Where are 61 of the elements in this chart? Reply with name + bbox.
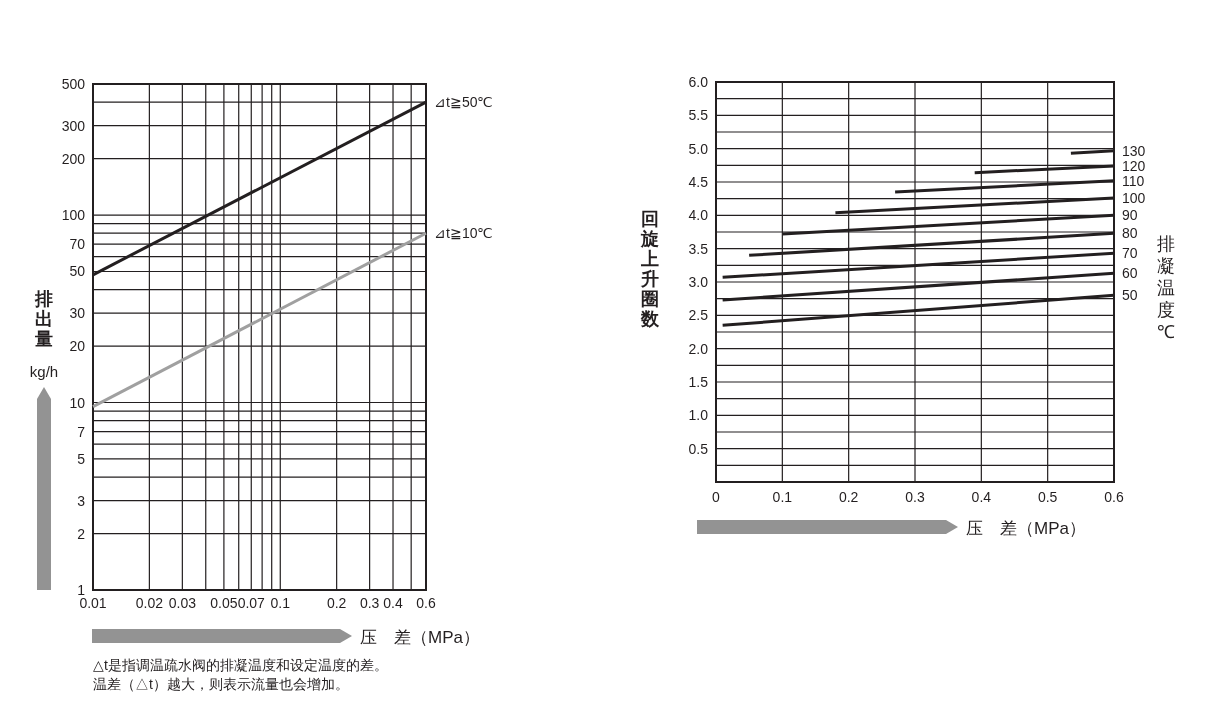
y-tick-label: 10 bbox=[69, 394, 86, 411]
y-tick-label: 5 bbox=[77, 450, 86, 467]
series-label: 130 bbox=[1122, 142, 1146, 159]
y-tick-label: 500 bbox=[61, 76, 86, 92]
x-tick-label: 0.5 bbox=[1037, 489, 1058, 505]
y-tick-label: 2.0 bbox=[688, 340, 709, 357]
y-tick-label: 200 bbox=[61, 150, 86, 167]
y-tick-label: 5.5 bbox=[688, 107, 709, 124]
y-tick-label: 50 bbox=[69, 263, 86, 280]
series-label: 120 bbox=[1122, 158, 1146, 174]
x-tick-label: 0.1 bbox=[772, 489, 793, 505]
y-tick-label: 1.0 bbox=[688, 407, 709, 424]
series-label: 70 bbox=[1122, 245, 1138, 262]
y-tick-label: 4.0 bbox=[688, 207, 709, 224]
y-tick-label: 6.0 bbox=[688, 74, 709, 90]
x-tick-label: 0.2 bbox=[326, 595, 347, 611]
y-tick-label: 70 bbox=[69, 236, 86, 253]
y-tick-label: 0.5 bbox=[688, 440, 709, 457]
y-tick-label: 1.5 bbox=[688, 374, 709, 390]
x-tick-label: 0.1 bbox=[270, 595, 291, 611]
y-tick-label: 2 bbox=[77, 525, 86, 542]
series-label: 100 bbox=[1122, 190, 1146, 206]
series-label: 90 bbox=[1122, 207, 1138, 224]
y-tick-label: 300 bbox=[61, 117, 86, 134]
x-tick-label: 0.6 bbox=[1104, 489, 1124, 505]
y-tick-label: 1 bbox=[77, 582, 86, 598]
series-label: 110 bbox=[1122, 172, 1145, 189]
y-tick-label: 3.0 bbox=[688, 274, 709, 290]
series-label: ⊿t≧10℃ bbox=[434, 225, 494, 242]
y-tick-label: 2.5 bbox=[688, 307, 709, 324]
x-tick-label: 0.03 bbox=[168, 595, 197, 611]
y-tick-label: 3 bbox=[77, 492, 86, 509]
x-tick-label: 0.3 bbox=[359, 595, 380, 611]
series-label: 50 bbox=[1122, 287, 1138, 304]
x-axis-title: 压 差（MPa） bbox=[360, 628, 480, 647]
series-label: 80 bbox=[1122, 225, 1138, 242]
x-tick-label: 0.02 bbox=[135, 595, 164, 611]
x-tick-label: 0 bbox=[712, 489, 721, 505]
y-axis-title: 回旋上升圈数 bbox=[640, 209, 660, 329]
series-label: ⊿t≧50℃ bbox=[434, 94, 494, 111]
y-tick-label: 3.5 bbox=[688, 240, 709, 257]
x-axis-title: 压 差（MPa） bbox=[966, 519, 1086, 538]
text: △t是指调温疏水阀的排凝温度和设定温度的差。 bbox=[93, 657, 388, 673]
y-tick-label: 30 bbox=[69, 305, 86, 322]
series-label: 60 bbox=[1122, 265, 1138, 282]
x-tick-label: 0.3 bbox=[905, 489, 925, 505]
y-axis-title: 排出量 kg/h bbox=[29, 289, 59, 380]
x-tick-label: 0.07 bbox=[237, 595, 266, 611]
y-tick-label: 20 bbox=[69, 338, 86, 355]
y-tick-label: 4.5 bbox=[688, 174, 709, 190]
y-tick-label: 7 bbox=[77, 423, 86, 440]
y-tick-label: 5.0 bbox=[688, 140, 709, 157]
x-tick-label: 0.6 bbox=[416, 595, 436, 611]
y-tick-label: 100 bbox=[61, 207, 86, 224]
x-tick-label: 0.4 bbox=[383, 595, 403, 611]
x-tick-label: 0.05 bbox=[210, 595, 238, 611]
legend-title: 排凝温度℃ bbox=[1157, 234, 1175, 342]
x-tick-label: 0.2 bbox=[838, 489, 859, 505]
x-tick-label: 0.01 bbox=[79, 595, 107, 611]
x-tick-label: 0.4 bbox=[971, 489, 992, 505]
text: 温差（△t）越大，则表示流量也会增加。 bbox=[93, 676, 349, 692]
